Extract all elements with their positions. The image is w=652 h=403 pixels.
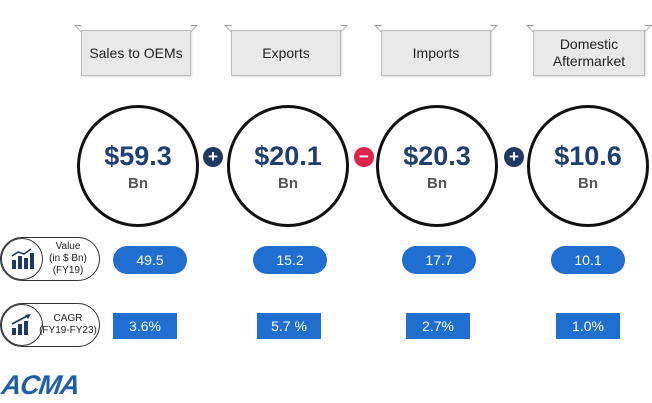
tab-label: Imports	[412, 44, 460, 61]
tab-label: Sales to OEMs	[89, 44, 183, 61]
circle-value: $59.3	[104, 140, 172, 171]
circle-imports: $20.3 Bn	[376, 105, 498, 227]
bar-chart-icon	[1, 238, 43, 280]
value-pill-imports: 17.7	[402, 246, 476, 274]
cagr-box-domestic-aftermarket: 1.0%	[556, 313, 620, 339]
value-pill-sales-to-oems: 49.5	[113, 246, 187, 274]
growth-chart-icon	[1, 304, 43, 346]
tab-domestic-aftermarket: Domestic Aftermarket	[533, 30, 645, 76]
tab-label: Domestic Aftermarket	[552, 36, 626, 69]
tab-label: Exports	[262, 44, 310, 61]
circle-unit: Bn	[427, 174, 447, 192]
plus-icon: +	[504, 147, 524, 167]
row-label-line: (in $ Bn)	[49, 253, 87, 264]
minus-icon: −	[354, 147, 374, 167]
tab-sales-to-oems: Sales to OEMs	[81, 30, 191, 76]
value-pill-exports: 15.2	[253, 246, 327, 274]
value-pill-domestic-aftermarket: 10.1	[551, 246, 625, 274]
cagr-box-exports: 5.7 %	[257, 313, 321, 339]
row-label-line: CAGR	[53, 313, 83, 324]
row-label-line: (FY19-FY23)	[39, 325, 97, 336]
circle-unit: Bn	[278, 174, 298, 192]
tab-imports: Imports	[381, 30, 491, 76]
circle-value: $20.1	[254, 140, 322, 171]
row-label-cagr: CAGR (FY19-FY23)	[0, 303, 100, 347]
row-label-line: Value	[55, 241, 81, 252]
cagr-box-imports: 2.7%	[406, 313, 470, 339]
row-label-text: CAGR (FY19-FY23)	[39, 304, 97, 346]
circle-value: $20.3	[403, 140, 471, 171]
tab-exports: Exports	[231, 30, 341, 76]
plus-icon: +	[203, 147, 223, 167]
circle-exports: $20.1 Bn	[227, 105, 349, 227]
circle-sales-to-oems: $59.3 Bn	[77, 105, 199, 227]
circle-domestic-aftermarket: $10.6 Bn	[527, 105, 649, 227]
circle-unit: Bn	[128, 174, 148, 192]
row-label-line: (FY19)	[52, 265, 84, 276]
acma-logo: ACMA	[0, 370, 82, 400]
cagr-box-sales-to-oems: 3.6%	[113, 313, 177, 339]
row-label-text: Value (in $ Bn) (FY19)	[39, 238, 97, 280]
circle-unit: Bn	[578, 174, 598, 192]
row-label-value: Value (in $ Bn) (FY19)	[0, 237, 100, 281]
circle-value: $10.6	[554, 140, 622, 171]
